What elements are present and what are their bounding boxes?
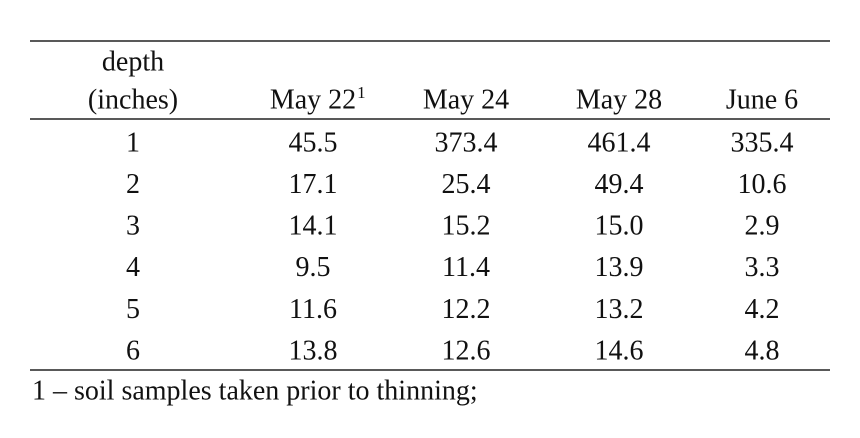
table-cell: 10.6: [738, 169, 787, 200]
header-cell: depth: [102, 46, 164, 77]
table-cell: 14.1: [289, 211, 338, 242]
table-cell: 2: [126, 169, 140, 200]
header-cell: May 24: [423, 84, 509, 115]
table-cell: 12.6: [442, 335, 491, 366]
table-cell: 49.4: [595, 169, 644, 200]
table-cell: 17.1: [289, 169, 338, 200]
table-cell: 13.2: [595, 294, 644, 325]
table-cell: 373.4: [435, 127, 498, 158]
footnote: 1 – soil samples taken prior to thinning…: [32, 375, 478, 406]
table-cell: 461.4: [588, 127, 651, 158]
header-cell: May 22: [270, 84, 356, 115]
table-cell: 14.6: [595, 335, 644, 366]
table-cell: 3.3: [745, 252, 780, 283]
header-cell: June 6: [726, 84, 798, 115]
table-cell: 12.2: [442, 294, 491, 325]
table-cell: 6: [126, 335, 140, 366]
table-cell: 3: [126, 211, 140, 242]
table-cell: 25.4: [442, 169, 491, 200]
table-cell: 11.4: [442, 252, 490, 283]
table-cell: 11.6: [289, 294, 337, 325]
table-cell: 4.8: [745, 335, 780, 366]
table-cell: 15.2: [442, 211, 491, 242]
table-cell: 4: [126, 252, 140, 283]
table-cell: 9.5: [296, 252, 331, 283]
table-cell: 4.2: [745, 294, 780, 325]
table-cell: 1: [126, 127, 140, 158]
table-cell: 15.0: [595, 211, 644, 242]
footnote-mark: 1: [357, 83, 366, 102]
table-cell: 5: [126, 294, 140, 325]
table-cell: 2.9: [745, 211, 780, 242]
header-unit: (inches): [88, 84, 178, 115]
table-cell: 13.9: [595, 252, 644, 283]
table-cell: 335.4: [731, 127, 794, 158]
table-cell: 13.8: [289, 335, 338, 366]
header-cell: May 28: [576, 84, 662, 115]
table-cell: 45.5: [289, 127, 338, 158]
